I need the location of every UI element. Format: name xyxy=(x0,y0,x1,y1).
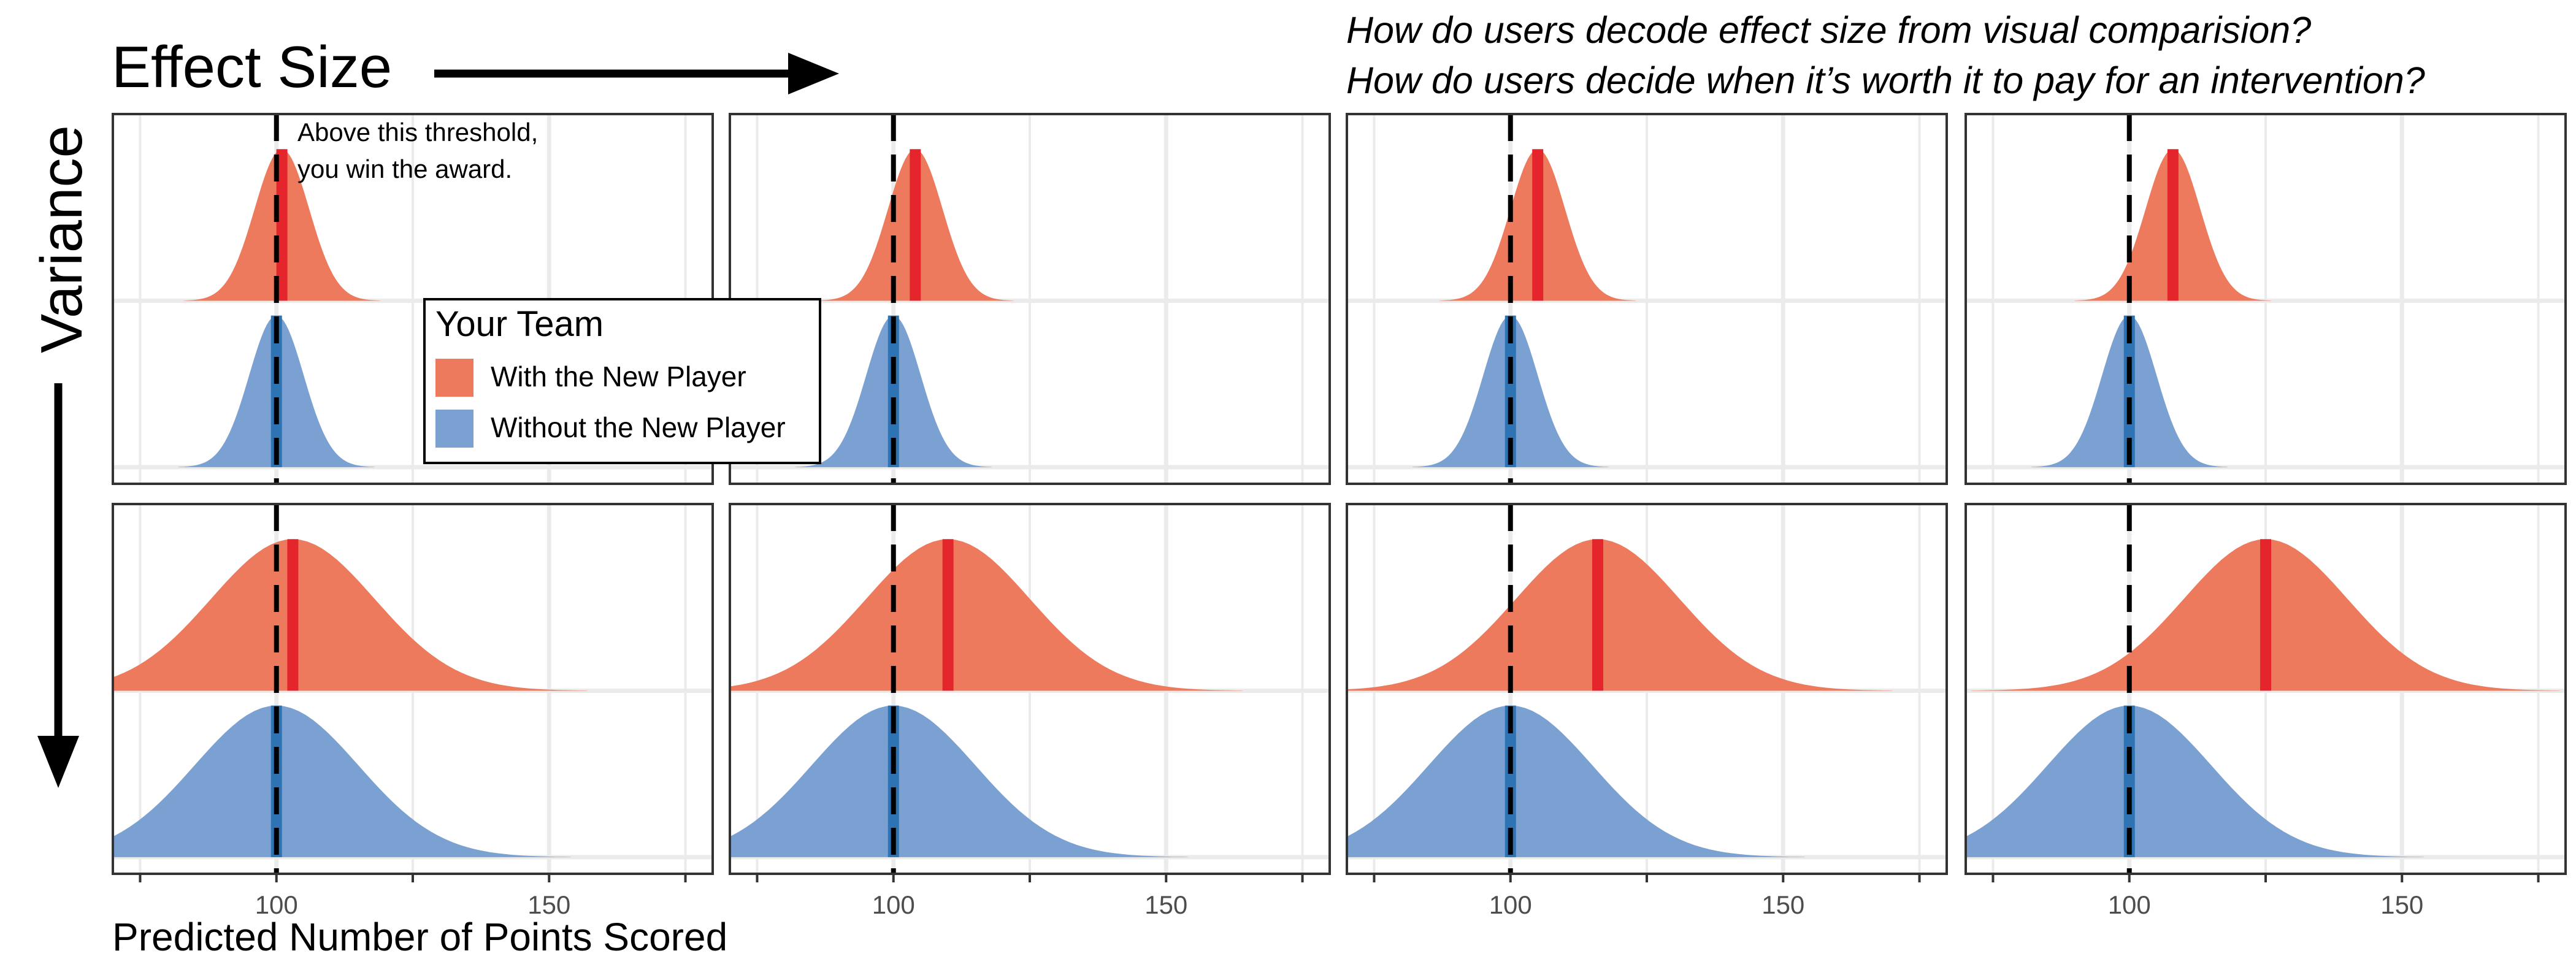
variance-label: Variance xyxy=(29,125,94,353)
panel-plot-area xyxy=(730,504,1330,874)
panel-border xyxy=(1965,113,2567,485)
panel-plot-area xyxy=(1347,114,1947,484)
facet-panel xyxy=(1346,113,1948,485)
density-with-new-player xyxy=(1347,539,1893,691)
legend: Your Team With the New Player Without th… xyxy=(423,298,821,464)
x-tick-label: 100 xyxy=(872,890,915,919)
facet-panel xyxy=(1346,503,1948,882)
legend-label-without: Without the New Player xyxy=(491,411,786,443)
question-2: How do users decide when it’s worth it t… xyxy=(1346,59,2425,101)
panel-plot-area xyxy=(730,114,1330,484)
x-tick-labels: 100 150 100 150 100 150 100 150 xyxy=(255,890,2424,919)
panel-plot-area xyxy=(1966,504,2566,874)
x-tick-label: 150 xyxy=(2380,890,2423,919)
x-tick-label: 150 xyxy=(527,890,570,919)
x-tick-label: 100 xyxy=(1489,890,1532,919)
x-tick-label: 150 xyxy=(1144,890,1187,919)
density-with-new-player xyxy=(730,539,1243,691)
threshold-annotation-line-1: Above this threshold, xyxy=(297,118,538,147)
density-without-new-player xyxy=(730,705,1188,857)
density-without-new-player xyxy=(1347,705,1805,857)
legend-title: Your Team xyxy=(435,304,604,344)
variance-arrow xyxy=(37,383,79,788)
facet-panel xyxy=(729,113,1331,485)
threshold-annotation-line-2: you win the award. xyxy=(297,155,512,183)
density-with-new-player xyxy=(113,539,588,691)
facet-panel xyxy=(112,503,714,882)
effect-size-arrow xyxy=(434,53,839,94)
legend-swatch-with xyxy=(435,359,473,397)
panel-plot-area xyxy=(1966,114,2566,484)
panel-plot-area xyxy=(113,504,713,874)
question-1: How do users decode effect size from vis… xyxy=(1346,9,2311,51)
density-without-new-player xyxy=(113,705,571,857)
panel-border xyxy=(1346,113,1948,485)
legend-label-with: With the New Player xyxy=(491,361,746,392)
facet-panel xyxy=(1965,503,2567,882)
effect-size-label: Effect Size xyxy=(112,34,392,100)
legend-box xyxy=(423,298,821,464)
facet-panel xyxy=(112,113,714,485)
x-tick-label: 150 xyxy=(1761,890,1804,919)
x-tick-label: 100 xyxy=(2108,890,2151,919)
x-axis-title: Predicted Number of Points Scored xyxy=(112,915,727,959)
facet-panel xyxy=(1965,113,2567,485)
facet-panels xyxy=(112,113,2567,882)
legend-swatch-without xyxy=(435,410,473,448)
facet-panel xyxy=(729,503,1331,882)
panel-plot-area xyxy=(1347,504,1947,874)
x-tick-label: 100 xyxy=(255,890,298,919)
density-without-new-player xyxy=(1966,705,2424,857)
